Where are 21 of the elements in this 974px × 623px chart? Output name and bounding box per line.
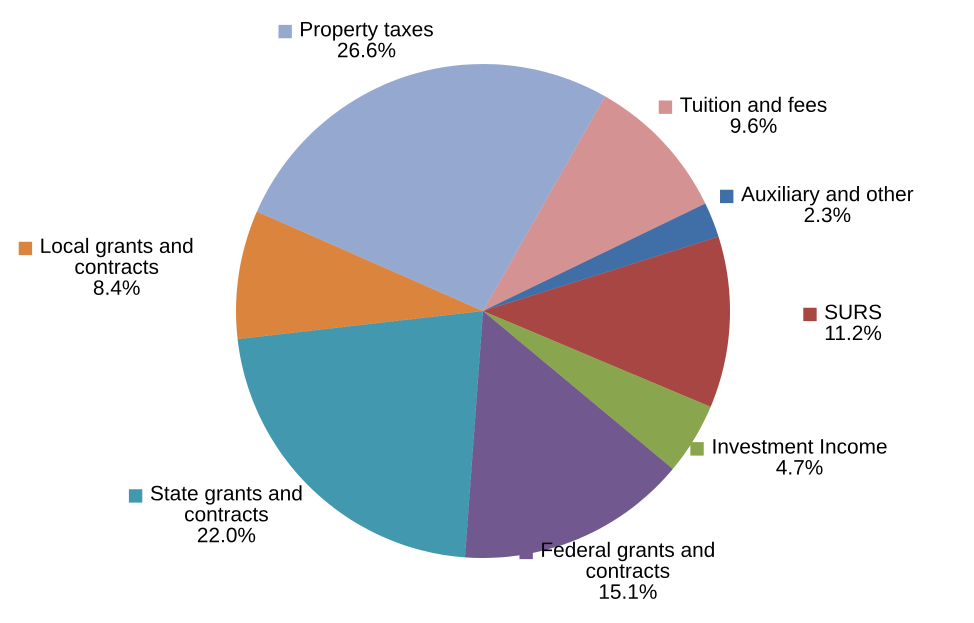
legend-label: Local grants and contracts [41, 238, 192, 274]
data-label: 22.0% [198, 528, 256, 542]
data-label: 11.2% [826, 326, 882, 340]
pie-slice [483, 236, 730, 407]
legend-label: State grants and contracts [150, 485, 302, 522]
legend-label: Tuition and fees [680, 96, 826, 112]
pie-slice [483, 311, 711, 470]
data-label: 15.1% [600, 584, 657, 599]
data-label: 4.7% [776, 460, 823, 475]
legend-label: Property taxes [301, 22, 433, 41]
data-label: 26.6% [338, 42, 396, 58]
legend-label: Federal grants and contracts [542, 542, 714, 578]
data-label: 8.4% [94, 280, 140, 296]
pie-slice [256, 64, 606, 311]
pie-slice [483, 203, 719, 311]
data-label: 2.3% [804, 207, 850, 222]
legend-label: Investment Income [713, 439, 887, 454]
data-label: 9.6% [730, 118, 777, 133]
pie-slice [236, 212, 483, 340]
legend-label: SURS [825, 304, 882, 320]
legend-label: Auxiliary and other [741, 186, 914, 206]
